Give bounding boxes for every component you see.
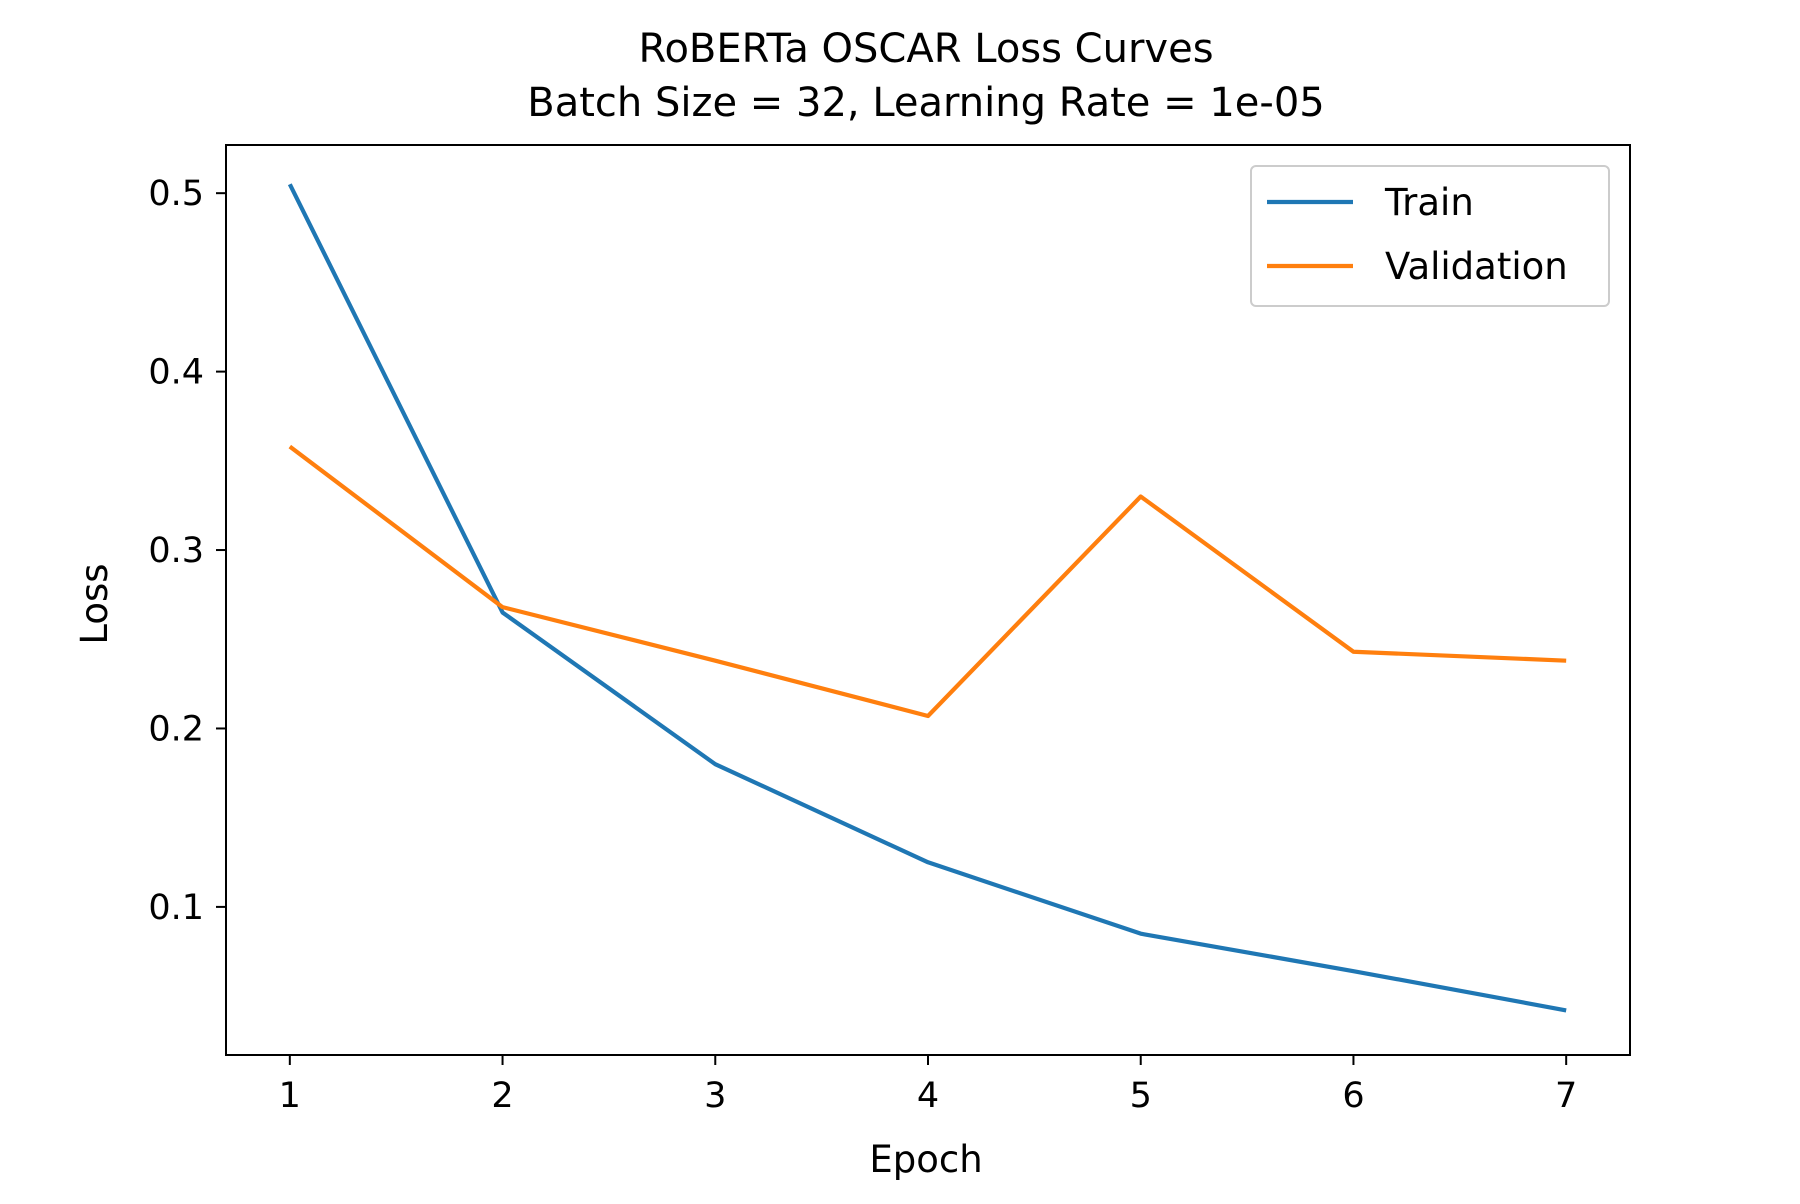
- y-tick-label: 0.4: [148, 353, 204, 393]
- x-tick-label: 3: [704, 1076, 726, 1116]
- chart-title: RoBERTa OSCAR Loss Curves: [638, 26, 1213, 72]
- chart-subtitle: Batch Size = 32, Learning Rate = 1e-05: [527, 80, 1325, 126]
- y-axis: 0.1 0.2 0.3 0.4 0.5: [148, 174, 226, 928]
- legend-label-train: Train: [1384, 181, 1474, 224]
- legend-label-validation: Validation: [1385, 245, 1568, 288]
- x-axis: 1 2 3 4 5 6 7: [279, 1055, 1578, 1116]
- x-tick-label: 1: [279, 1076, 301, 1116]
- x-tick-label: 5: [1130, 1076, 1152, 1116]
- y-tick-label: 0.2: [148, 709, 204, 749]
- y-tick-label: 0.1: [148, 888, 204, 928]
- x-tick-label: 6: [1342, 1076, 1364, 1116]
- plot-area: [290, 184, 1567, 1010]
- series-line-train: [290, 184, 1566, 1010]
- series-line-validation: [290, 447, 1566, 716]
- x-tick-label: 2: [491, 1076, 513, 1116]
- x-tick-label: 7: [1555, 1076, 1577, 1116]
- y-tick-label: 0.3: [148, 531, 204, 571]
- legend: Train Validation: [1251, 166, 1609, 306]
- x-axis-label: Epoch: [869, 1138, 982, 1181]
- y-axis-label: Loss: [73, 563, 116, 644]
- y-tick-label: 0.5: [148, 174, 204, 214]
- x-tick-label: 4: [917, 1076, 939, 1116]
